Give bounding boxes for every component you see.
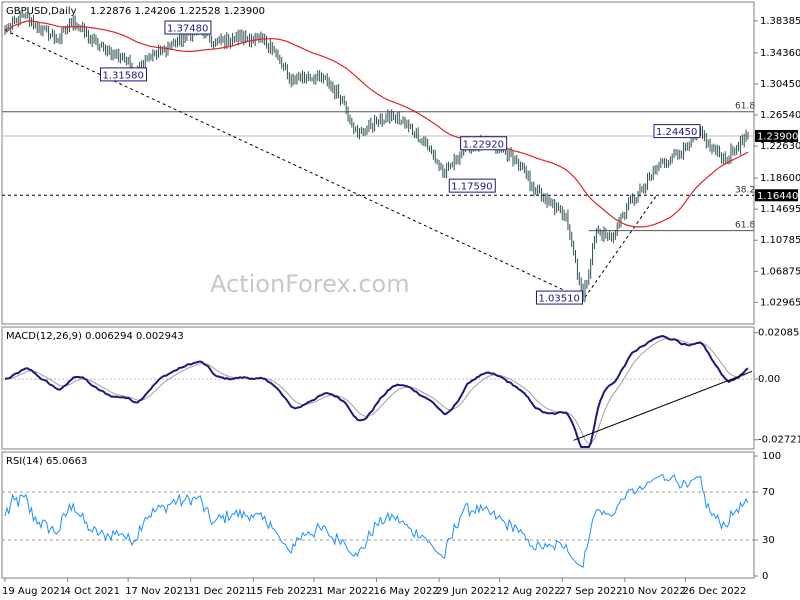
price-label-text: 1.17590 [451, 182, 492, 193]
price-label-box [653, 124, 701, 139]
rsi-tick-label: 70 [762, 487, 775, 498]
rsi-tick-label: 100 [762, 451, 781, 462]
macd-tick-label: 0.020858 [758, 328, 800, 339]
macd-main-line [4, 334, 749, 448]
macd-signal-line [4, 338, 749, 445]
candles [4, 9, 749, 303]
x-tick-label: 29 Jun 2022 [436, 586, 496, 597]
rebound-trendline [584, 194, 658, 298]
price-tick-label: 1.02965 [760, 297, 800, 308]
x-tick-label: 27 Sep 2022 [559, 586, 622, 597]
price-label-text: 1.22920 [463, 139, 504, 150]
price-label-box [535, 290, 583, 305]
price-label-box [448, 178, 496, 193]
x-tick-label: 12 Aug 2022 [497, 586, 561, 597]
x-tick-label: 19 Aug 2021 [2, 586, 66, 597]
price-trendlines [4, 29, 658, 298]
price-tick-label: 1.30450 [760, 79, 800, 90]
rsi-panel: RSI(14) 65.0663 100 70 30 0 [1, 451, 781, 582]
price-tick-label: 1.26540 [760, 110, 800, 121]
price-label-box [100, 67, 148, 82]
x-tick-label: 10 Nov 2022 [622, 586, 686, 597]
macd-frame [1, 326, 755, 450]
price-marker-label: 1.23900 [757, 131, 798, 142]
macd-tick-label: -0.027213 [758, 435, 800, 446]
price-label-text: 1.24450 [656, 127, 697, 138]
price-reference-lines: 61.8 38.2 61.8 [2, 102, 755, 232]
price-tick-label: 1.14695 [760, 204, 800, 215]
x-tick-label: 26 Dec 2022 [682, 586, 746, 597]
macd-y-axis: 0.020858 0.00 -0.027213 [754, 328, 800, 446]
price-tick-label: 1.38385 [760, 16, 800, 27]
price-tick-label: 1.10785 [760, 235, 800, 246]
price-panel: GBPUSD,Daily 1.22876 1.24206 1.22528 1.2… [1, 1, 800, 325]
price-label-text: 1.37480 [167, 24, 208, 35]
x-tick-label: 15 Feb 2022 [250, 586, 312, 597]
x-tick-label: 31 Dec 2021 [188, 586, 252, 597]
rsi-line [4, 473, 749, 569]
price-y-axis: 1.38385 1.34360 1.30450 1.26540 1.22630 1.186… [754, 16, 800, 308]
price-label-text: 1.03510 [538, 294, 579, 305]
rsi-tick-label: 30 [762, 535, 775, 546]
macd-tick-label: 0.00 [758, 374, 780, 385]
price-tick-label: 1.22630 [760, 141, 800, 152]
x-tick-label: 4 Oct 2021 [65, 586, 120, 597]
price-label-box [460, 136, 508, 151]
rsi-frame [1, 451, 755, 579]
rsi-tick-label: 0 [762, 571, 768, 582]
price-label-box [164, 20, 212, 35]
watermark: ActionForex.com [210, 270, 410, 298]
fib-level-label: 38.2 [735, 185, 755, 195]
price-marker-label: 1.16440 [757, 191, 798, 202]
macd-trendline [573, 370, 753, 441]
price-tick-label: 1.18600 [760, 173, 800, 184]
price-marker-box [755, 189, 798, 202]
price-tick-label: 1.34360 [760, 48, 800, 59]
fib-level-label: 61.8 [735, 102, 755, 112]
rsi-level-lines [2, 491, 754, 541]
x-tick-label: 17 Nov 2021 [125, 586, 189, 597]
price-frame [1, 1, 755, 325]
price-tick-label: 1.06875 [760, 266, 800, 277]
x-tick-label: 16 May 2022 [374, 586, 439, 597]
fib-level-label: 61.8 [735, 221, 755, 231]
rsi-y-axis: 100 70 30 0 [754, 451, 781, 582]
price-marker-box [755, 129, 798, 142]
symbol-label: GBPUSD,Daily [6, 6, 77, 17]
rsi-title: RSI(14) 65.0663 [6, 456, 87, 467]
x-tick-label: 31 Mar 2022 [311, 586, 374, 597]
moving-average-line [4, 20, 749, 228]
price-annotations: 1.37480 1.31580 1.22920 1.17590 1.24450 1.035… [100, 20, 701, 305]
macd-title: MACD(12,26,9) 0.006294 0.002943 [6, 331, 184, 342]
price-label-text: 1.31580 [103, 70, 144, 81]
ohlc-values: 1.22876 1.24206 1.22528 1.23900 [90, 6, 265, 17]
macd-panel: MACD(12,26,9) 0.006294 0.002943 0.020858… [1, 326, 800, 450]
